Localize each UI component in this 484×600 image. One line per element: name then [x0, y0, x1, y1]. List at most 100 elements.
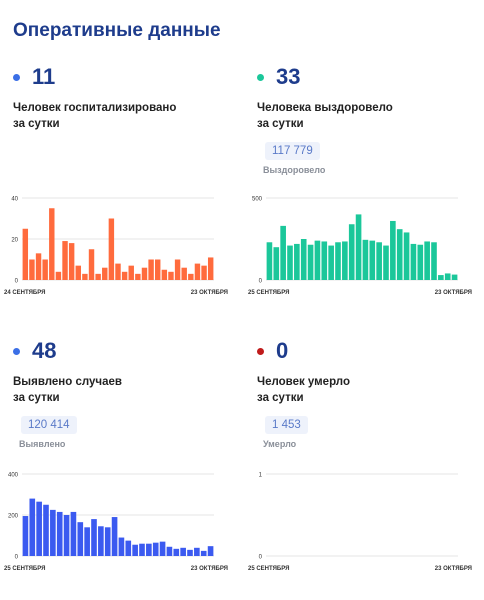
died-total-label: Умерло — [263, 439, 297, 449]
hospitalized-count: 11 — [32, 64, 56, 89]
page-title: Оперативные данные — [13, 20, 221, 41]
bar — [166, 546, 173, 556]
bar — [139, 543, 145, 556]
bar — [77, 522, 84, 556]
bar — [148, 259, 154, 280]
detected-total-badge: 120 414 — [21, 416, 77, 434]
x-end-label: 23 ОКТЯБРЯ — [435, 566, 472, 572]
recovered-description: Человека выздоровело за сутки — [257, 102, 393, 130]
bar — [369, 240, 376, 280]
died-card: 0 Человек умерло за сутки 1 453 Умерло — [257, 338, 482, 449]
bar — [355, 214, 362, 280]
recovered-card: 33 Человека выздоровело за сутки 117 779… — [257, 64, 482, 175]
bar — [84, 527, 90, 556]
bar — [42, 259, 48, 280]
bar — [115, 263, 121, 280]
bar — [68, 243, 75, 280]
recovered-chart: 0 500 25 СЕНТЯБРЯ 23 ОКТЯБРЯ — [248, 197, 472, 297]
bar — [135, 273, 141, 280]
bar — [207, 257, 214, 280]
bar — [111, 517, 118, 556]
bar — [132, 544, 138, 556]
bar — [396, 229, 403, 280]
bar — [125, 540, 132, 556]
detected-count: 48 — [32, 338, 57, 363]
bar — [335, 242, 341, 280]
bar — [180, 547, 186, 556]
died-total-badge: 1 453 — [265, 416, 308, 434]
x-end-label: 23 ОКТЯБРЯ — [191, 566, 228, 572]
bar — [431, 242, 437, 280]
bar — [91, 519, 97, 556]
bar — [266, 242, 273, 280]
bar — [383, 245, 389, 280]
bar — [451, 274, 458, 280]
y-tick-label: 0 — [259, 279, 263, 285]
bar — [36, 501, 42, 556]
y-tick-label: 1 — [259, 473, 263, 479]
bar — [159, 541, 166, 556]
bar — [62, 241, 68, 280]
bar — [314, 240, 321, 280]
bar — [328, 245, 334, 280]
detected-chart: 0 200 400 25 СЕНТЯБРЯ 23 ОКТЯБРЯ — [4, 473, 228, 573]
status-dot — [13, 347, 20, 355]
bar — [70, 511, 77, 556]
detected-description: Выявлено случаев за сутки — [13, 376, 122, 404]
bar — [50, 509, 56, 556]
bar — [194, 263, 201, 280]
detected-total-label: Выявлено — [19, 439, 66, 449]
bar — [410, 243, 417, 280]
bar — [417, 244, 424, 280]
x-end-label: 23 ОКТЯБРЯ — [435, 290, 472, 296]
y-tick-label: 0 — [259, 555, 263, 561]
x-start-label: 25 СЕНТЯБРЯ — [4, 566, 45, 572]
bar — [82, 273, 88, 280]
bar — [43, 504, 49, 556]
bar — [22, 516, 29, 556]
bar — [444, 273, 451, 280]
bar — [438, 275, 444, 280]
bar — [207, 546, 214, 556]
bar — [56, 511, 63, 556]
x-start-label: 25 СЕНТЯБРЯ — [248, 290, 289, 296]
bar — [307, 244, 314, 280]
status-dot — [13, 73, 20, 81]
bar — [29, 498, 36, 556]
died-description: Человек умерло за сутки — [257, 376, 350, 404]
bar — [155, 259, 161, 280]
bar — [141, 267, 148, 280]
bar — [168, 271, 174, 280]
recovered-total-label: Выздоровело — [263, 165, 326, 175]
bar — [287, 245, 293, 280]
y-tick-label: 20 — [11, 238, 18, 244]
bar — [362, 239, 369, 280]
x-end-label: 23 ОКТЯБРЯ — [191, 290, 228, 296]
x-start-label: 24 СЕНТЯБРЯ — [4, 290, 45, 296]
bar — [49, 208, 55, 280]
recovered-count: 33 — [276, 64, 301, 89]
y-tick-label: 200 — [8, 514, 19, 520]
bar — [201, 265, 207, 280]
bar — [75, 265, 81, 280]
bar — [321, 241, 328, 280]
bar — [55, 271, 62, 280]
bar — [128, 265, 134, 280]
bar — [294, 243, 300, 280]
detected-card: 48 Выявлено случаев за сутки 120 414 Выя… — [13, 338, 238, 449]
bar — [152, 542, 159, 556]
bar — [403, 232, 410, 280]
bar — [390, 220, 396, 280]
hospitalized-card: 11 Человек госпитализировано за сутки — [13, 64, 238, 132]
recovered-total-badge: 117 779 — [265, 142, 320, 160]
bar — [280, 225, 286, 280]
status-dot — [257, 347, 264, 355]
x-start-label: 25 СЕНТЯБРЯ — [248, 566, 289, 572]
hospitalized-description: Человек госпитализировано за сутки — [13, 102, 177, 130]
bar — [63, 515, 70, 556]
bar — [300, 239, 307, 280]
bar — [102, 267, 108, 280]
bar — [424, 241, 430, 280]
bar — [146, 543, 152, 556]
hospitalized-chart: 0 20 40 24 СЕНТЯБРЯ 23 ОКТЯБРЯ — [4, 197, 228, 297]
